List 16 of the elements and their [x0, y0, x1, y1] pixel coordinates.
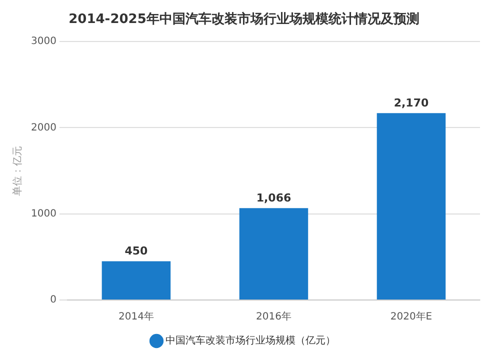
y-tick-label: 1000	[30, 208, 56, 220]
y-tick-label: 0	[50, 294, 56, 306]
y-tick-label: 3000	[30, 36, 56, 48]
legend-label: 中国汽车改装市场行业场规模（亿元）	[166, 334, 336, 347]
bar	[376, 113, 446, 300]
bar	[102, 261, 171, 300]
x-tick-label: 2020年E	[390, 310, 432, 323]
y-tick-label: 2000	[30, 122, 56, 134]
data-label: 2,170	[394, 96, 429, 110]
x-tick-label: 2014年	[118, 310, 154, 323]
bar	[239, 208, 308, 300]
data-label: 1,066	[256, 192, 292, 205]
data-label: 450	[124, 244, 148, 258]
chart-title: 2014-2025年中国汽车改装市场行业场规模统计情况及预测	[68, 11, 420, 28]
y-axis-title: 单位：亿元	[12, 146, 24, 196]
x-tick-label: 2016年	[256, 310, 292, 323]
